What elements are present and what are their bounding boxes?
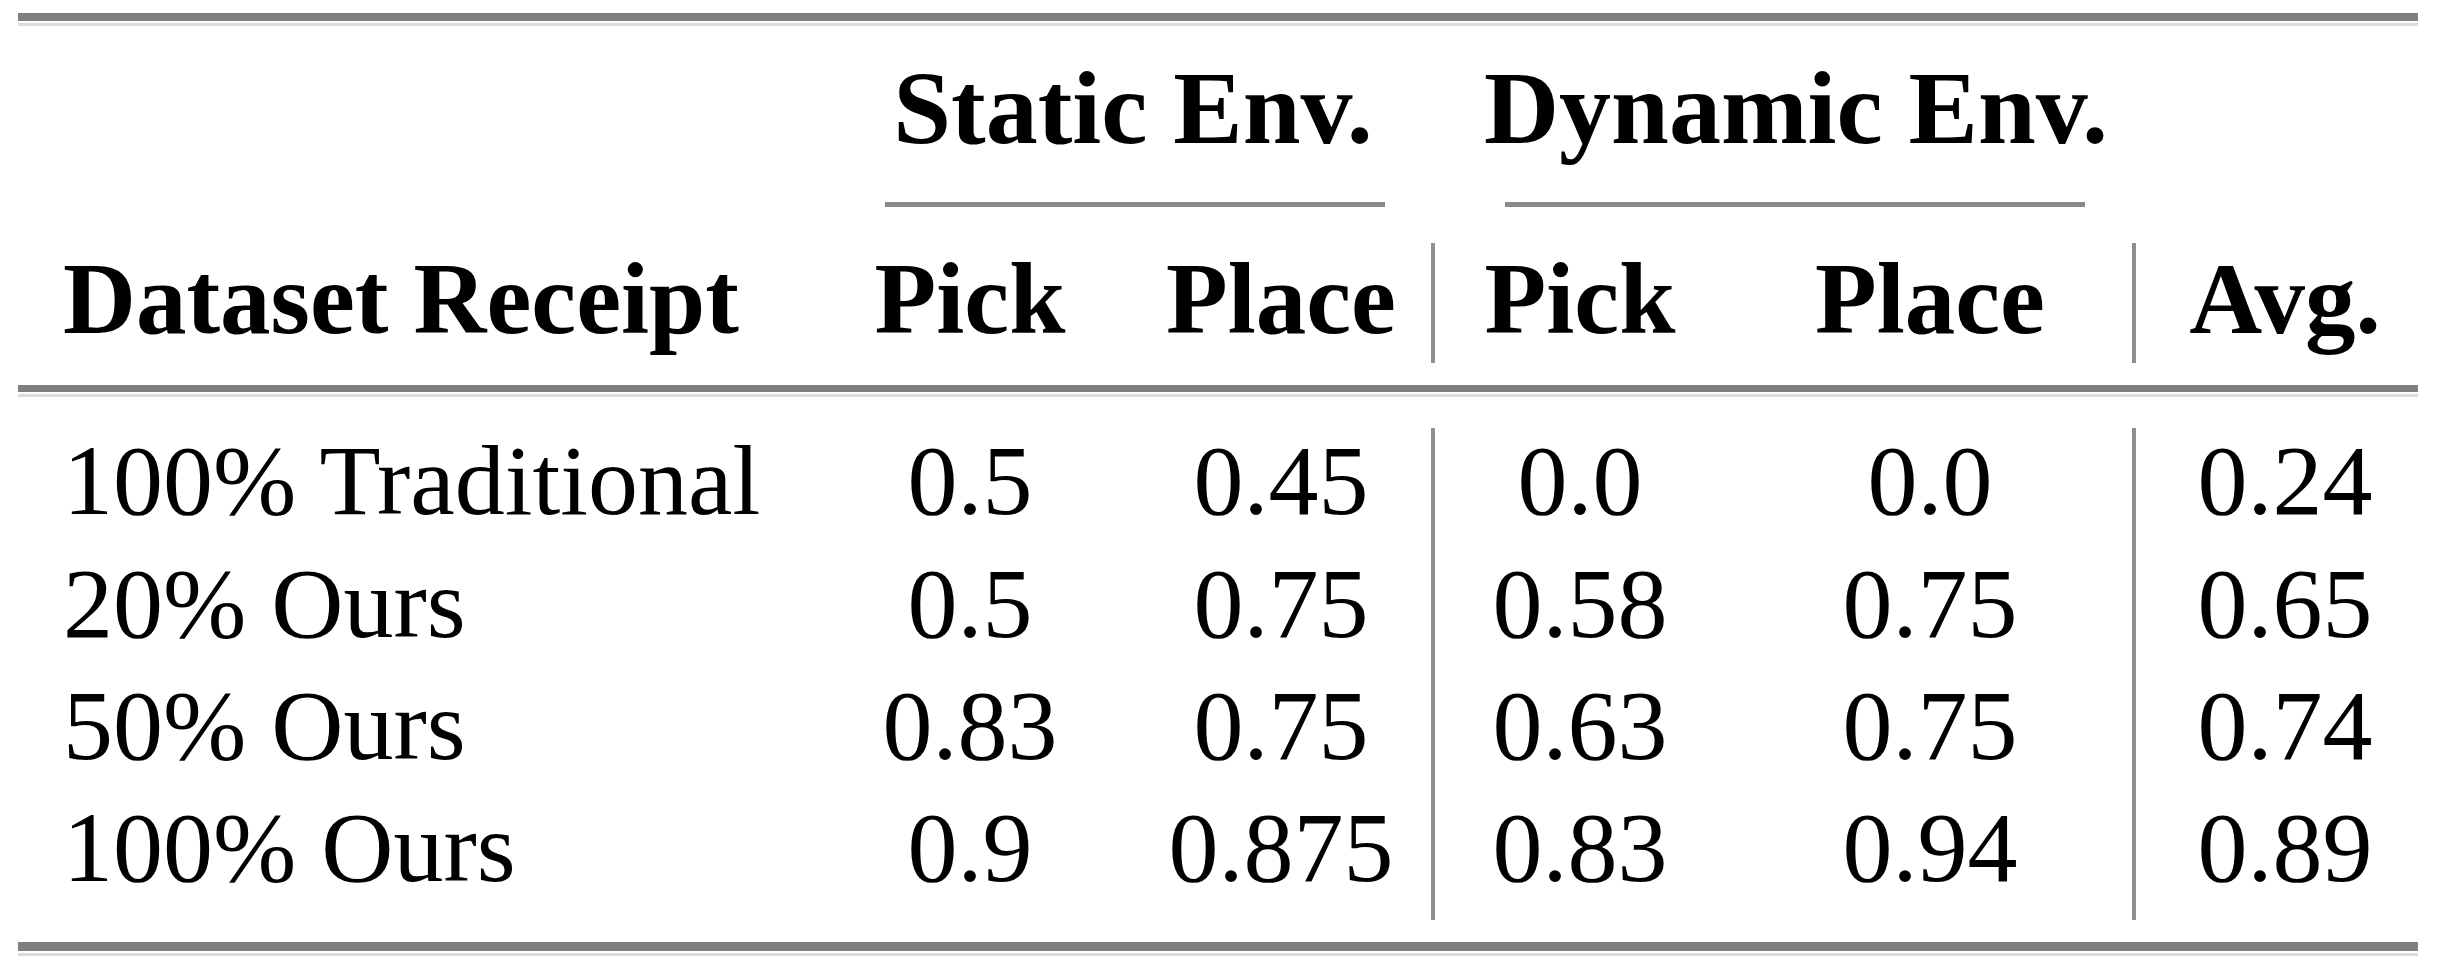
table-top-rule-shadow <box>18 23 2418 26</box>
cell-r4-dynamic-pick: 0.83 <box>1493 798 1668 898</box>
column-header-static-place: Place <box>1166 249 1396 350</box>
table-header-rule-shadow <box>18 394 2418 397</box>
column-header-avg: Avg. <box>2189 249 2381 350</box>
column-separator-1-header <box>1431 243 1435 363</box>
results-table-figure: Static Env. Dynamic Env. Dataset Receipt… <box>0 0 2440 966</box>
table-top-rule <box>18 13 2418 21</box>
cell-r4-dynamic-place: 0.94 <box>1843 798 2018 898</box>
cell-r2-dynamic-pick: 0.58 <box>1493 554 1668 654</box>
cell-r1-dynamic-pick: 0.0 <box>1518 431 1643 531</box>
cell-r2-static-pick: 0.5 <box>908 554 1033 654</box>
dynamic-env-underline <box>1505 202 2085 207</box>
row-label-100-ours: 100% Ours <box>63 798 516 898</box>
table-bottom-rule-shadow <box>18 953 2418 956</box>
cell-r3-dynamic-pick: 0.63 <box>1493 676 1668 776</box>
row-label-50-ours: 50% Ours <box>63 676 466 776</box>
cell-r4-static-pick: 0.9 <box>908 798 1033 898</box>
column-separator-1-body <box>1431 428 1435 920</box>
cell-r3-avg: 0.74 <box>2198 676 2373 776</box>
cell-r2-static-place: 0.75 <box>1194 554 1369 654</box>
cell-r2-avg: 0.65 <box>2198 554 2373 654</box>
cell-r4-static-place: 0.875 <box>1169 798 1394 898</box>
cell-r3-static-place: 0.75 <box>1194 676 1369 776</box>
cell-r4-avg: 0.89 <box>2198 798 2373 898</box>
table-header-rule <box>18 385 2418 392</box>
cell-r2-dynamic-place: 0.75 <box>1843 554 2018 654</box>
column-group-dynamic-env: Dynamic Env. <box>1484 56 2108 160</box>
column-separator-2-body <box>2132 428 2136 920</box>
cell-r1-static-pick: 0.5 <box>908 431 1033 531</box>
cell-r1-dynamic-place: 0.0 <box>1868 431 1993 531</box>
row-label-100-traditional: 100% Traditional <box>63 431 760 531</box>
cell-r3-dynamic-place: 0.75 <box>1843 676 2018 776</box>
table-bottom-rule <box>18 942 2418 951</box>
column-separator-2-header <box>2132 243 2136 363</box>
cell-r1-static-place: 0.45 <box>1194 431 1369 531</box>
column-header-dynamic-place: Place <box>1815 249 2045 350</box>
static-env-underline <box>885 202 1385 207</box>
column-header-static-pick: Pick <box>875 249 1066 350</box>
column-header-dynamic-pick: Pick <box>1485 249 1676 350</box>
column-group-static-env: Static Env. <box>893 56 1373 160</box>
row-label-20-ours: 20% Ours <box>63 554 466 654</box>
cell-r1-avg: 0.24 <box>2198 431 2373 531</box>
column-header-dataset-receipt: Dataset Receipt <box>63 249 739 350</box>
cell-r3-static-pick: 0.83 <box>883 676 1058 776</box>
